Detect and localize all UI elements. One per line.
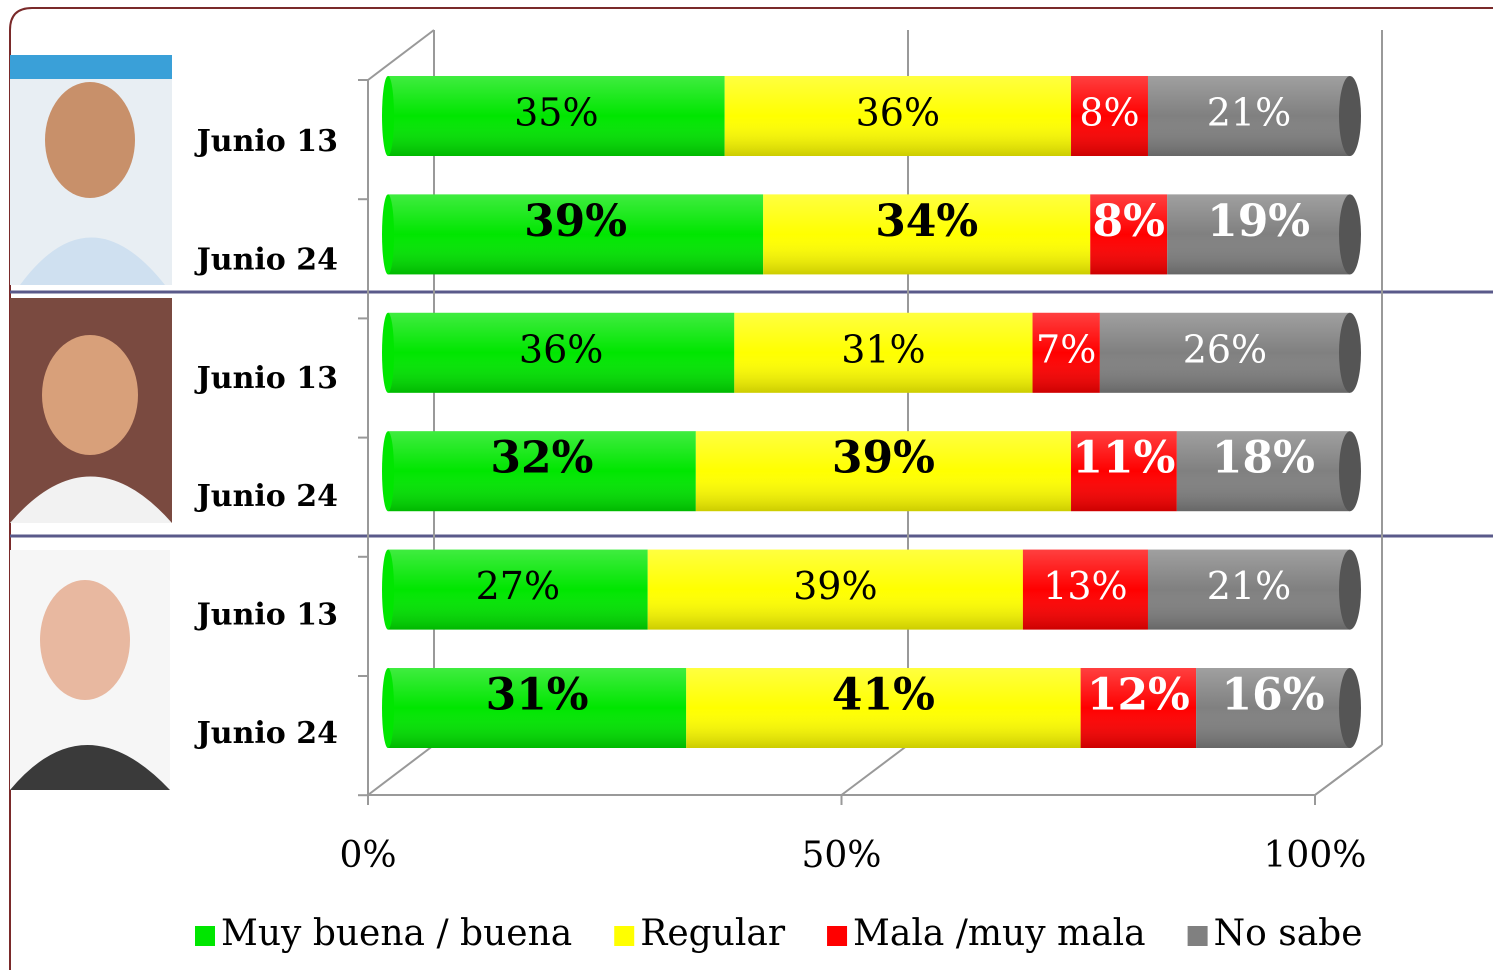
bar-shade xyxy=(724,76,1072,156)
value-label: 18% xyxy=(1212,433,1315,484)
value-label: 31% xyxy=(486,670,589,721)
value-label: 16% xyxy=(1222,670,1325,721)
value-label: 19% xyxy=(1207,196,1310,247)
bar-start xyxy=(382,431,394,512)
bar-shade xyxy=(1080,668,1197,748)
x-tick-label: 50% xyxy=(801,835,881,876)
bar-shade xyxy=(1147,549,1350,630)
bar-cap xyxy=(1339,431,1361,512)
value-label: 27% xyxy=(476,564,560,608)
legend-label: Muy buena / buena xyxy=(221,913,572,954)
legend-swatch xyxy=(1187,926,1208,946)
bar-shade xyxy=(1196,668,1350,748)
value-label: 32% xyxy=(490,433,593,484)
bar-shade xyxy=(1090,194,1168,275)
legend-label: Regular xyxy=(640,913,786,954)
category-label: Junio 13 xyxy=(194,361,338,396)
value-label: 39% xyxy=(793,564,877,608)
value-label: 8% xyxy=(1079,91,1139,135)
bar-cap xyxy=(1339,549,1361,630)
x-tick-label: 0% xyxy=(339,835,396,876)
value-label: 36% xyxy=(519,327,603,371)
bar-shade xyxy=(695,431,1072,512)
value-label: 11% xyxy=(1072,433,1175,484)
bar-cap xyxy=(1339,312,1361,393)
bar-shade xyxy=(1099,312,1350,393)
bar-start xyxy=(382,76,394,156)
bar-shade xyxy=(388,431,696,512)
value-label: 36% xyxy=(856,91,940,135)
value-label: 34% xyxy=(875,196,978,247)
photos xyxy=(10,55,172,790)
value-label: 35% xyxy=(514,91,598,135)
bar-shade xyxy=(388,668,687,748)
value-label: 8% xyxy=(1093,196,1165,247)
bar-shade xyxy=(686,668,1081,748)
value-label: 21% xyxy=(1207,91,1291,135)
category-label: Junio 24 xyxy=(194,242,338,277)
grid-line xyxy=(367,744,435,796)
bar-shade xyxy=(647,549,1023,630)
value-label: 41% xyxy=(832,670,935,721)
value-label: 21% xyxy=(1207,564,1291,608)
legend-swatch xyxy=(195,926,215,946)
value-label: 7% xyxy=(1036,327,1096,371)
legend-label: Mala /muy mala xyxy=(853,913,1146,954)
axis-line xyxy=(367,29,435,81)
value-label: 13% xyxy=(1043,564,1127,608)
x-tick-label: 100% xyxy=(1264,835,1367,876)
value-label: 39% xyxy=(524,196,627,247)
grid-line xyxy=(1314,744,1383,796)
value-label: 31% xyxy=(841,327,925,371)
bar-shade xyxy=(388,194,764,275)
bar-shade xyxy=(734,312,1033,393)
bar-cap xyxy=(1339,194,1361,275)
bar-shade xyxy=(1071,431,1177,512)
category-label: Junio 13 xyxy=(194,598,338,633)
bar-cap xyxy=(1339,668,1361,748)
bar-shade xyxy=(1176,431,1350,512)
legend-swatch xyxy=(827,926,848,946)
bar-shade xyxy=(1167,194,1350,275)
bar-shade xyxy=(1071,76,1148,156)
bar-shade xyxy=(1032,312,1100,393)
legend-label: No sabe xyxy=(1214,913,1363,954)
value-label: 39% xyxy=(832,433,935,484)
bar-shade xyxy=(388,549,648,630)
grid-line xyxy=(840,744,909,796)
category-label: Junio 24 xyxy=(194,479,338,514)
category-label: Junio 13 xyxy=(194,124,338,159)
bar-cap xyxy=(1339,76,1361,156)
frame xyxy=(9,7,1493,970)
bar-start xyxy=(382,194,394,275)
bar-start xyxy=(382,668,394,748)
bar-shade xyxy=(763,194,1091,275)
bar-shade xyxy=(1147,76,1350,156)
bar-shade xyxy=(388,76,725,156)
category-label: Junio 24 xyxy=(194,716,338,751)
bar-shade xyxy=(1022,549,1148,630)
legend-swatch xyxy=(614,926,635,946)
value-label: 26% xyxy=(1183,327,1267,371)
value-label: 12% xyxy=(1087,670,1190,721)
bar-start xyxy=(382,549,394,630)
bar-start xyxy=(382,312,394,393)
bar-shade xyxy=(388,312,735,393)
